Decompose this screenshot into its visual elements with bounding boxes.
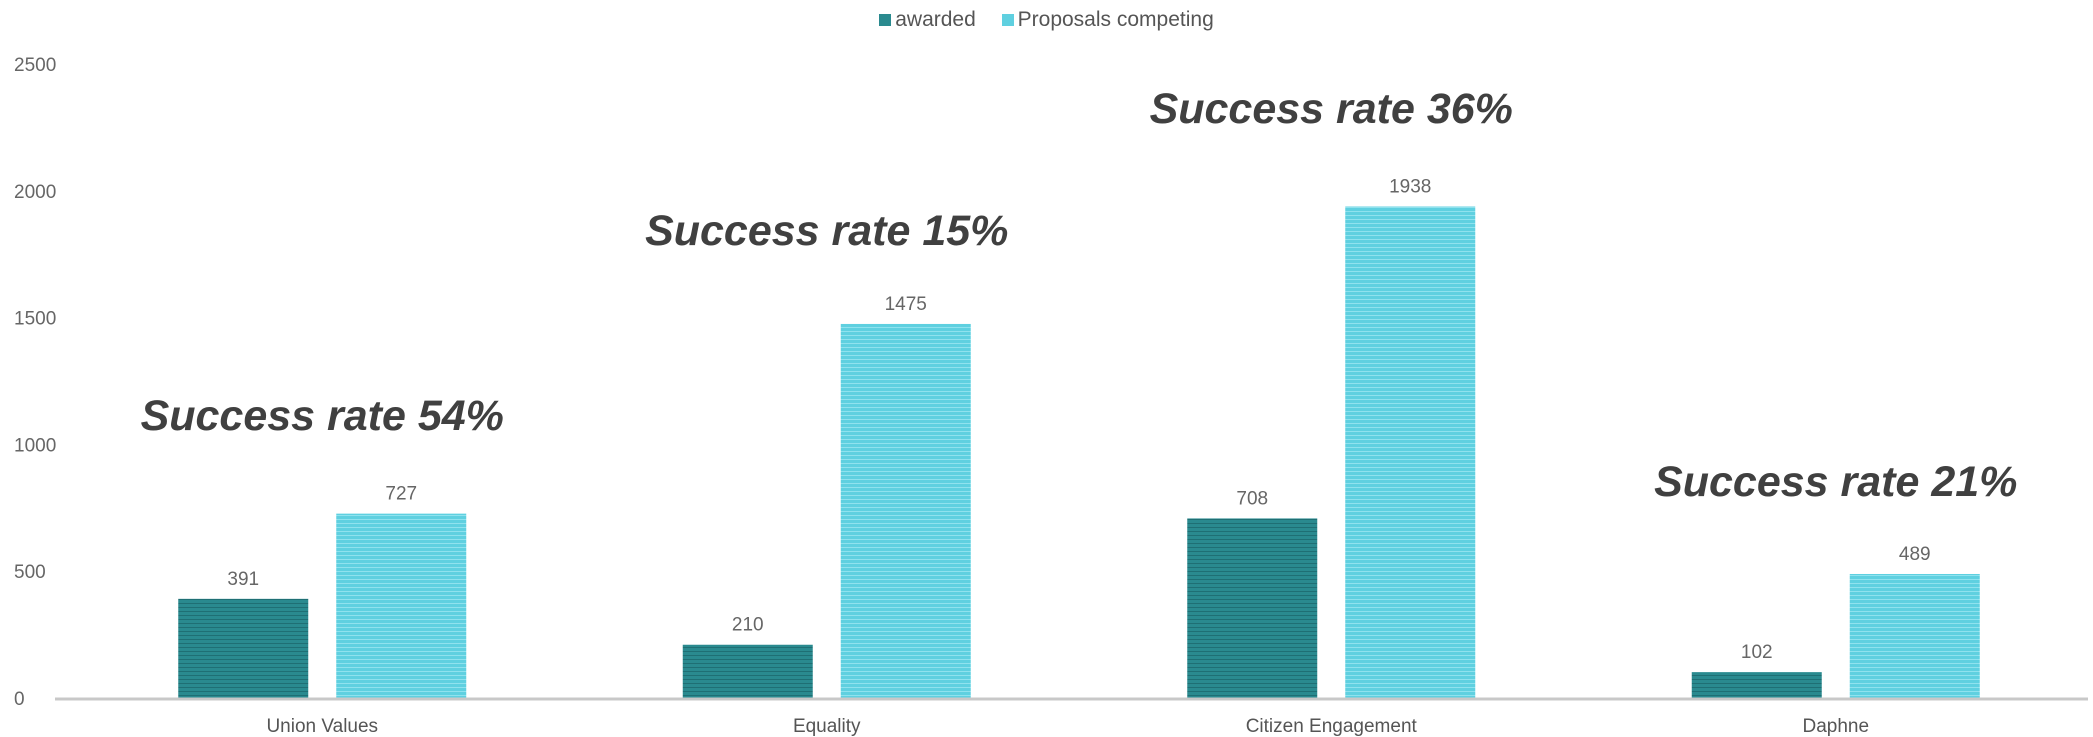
success-rate-annotation: Success rate 54% xyxy=(141,392,504,440)
data-label: 708 xyxy=(1236,488,1268,509)
bar-proposals xyxy=(1849,573,1980,698)
bar-proposals xyxy=(1345,206,1476,698)
legend-swatch-proposals xyxy=(1001,14,1014,27)
data-label: 1938 xyxy=(1389,177,1431,198)
data-label: 489 xyxy=(1899,544,1931,565)
success-rate-annotation: Success rate 36% xyxy=(1150,85,1513,133)
y-tick-label: 1500 xyxy=(14,309,56,330)
success-rate-annotation: Success rate 15% xyxy=(645,207,1008,255)
bar-awarded xyxy=(682,644,813,698)
legend-swatch-awarded xyxy=(879,14,892,27)
x-tick-label: Daphne xyxy=(1802,716,1869,737)
y-tick-label: 2000 xyxy=(14,182,56,203)
legend-item-proposals: Proposals competing xyxy=(1001,8,1214,32)
bars xyxy=(178,206,1980,698)
bar-awarded xyxy=(1691,672,1822,698)
bar-proposals xyxy=(840,323,971,698)
success-rate-annotation: Success rate 21% xyxy=(1654,458,2017,506)
x-axis: Union Values Equality Citizen Engagement Da… xyxy=(55,697,2088,737)
annotations: Success rate 54% Success rate 15% Success … xyxy=(141,85,2018,506)
data-label: 727 xyxy=(385,484,417,505)
data-labels: 391 727 210 1475 708 1938 102 489 xyxy=(227,177,1930,664)
legend-label-awarded: awarded xyxy=(895,8,976,31)
data-label: 102 xyxy=(1741,642,1773,663)
x-tick-label: Citizen Engagement xyxy=(1246,716,1418,737)
chart-legend: awarded Proposals competing xyxy=(0,8,2093,32)
y-tick-label: 2500 xyxy=(14,55,56,76)
bar-proposals xyxy=(336,513,467,698)
bar-awarded xyxy=(1187,518,1318,698)
y-axis: 0 500 1000 1500 2000 2500 xyxy=(14,55,56,710)
data-label: 391 xyxy=(227,569,259,590)
x-tick-label: Equality xyxy=(793,716,861,737)
legend-label-proposals: Proposals competing xyxy=(1017,8,1214,31)
y-tick-label: 500 xyxy=(14,562,46,583)
bar-awarded xyxy=(178,598,309,698)
y-tick-label: 1000 xyxy=(14,435,56,456)
y-tick-label: 0 xyxy=(14,689,25,710)
data-label: 1475 xyxy=(885,294,927,315)
x-tick-label: Union Values xyxy=(266,716,378,737)
legend-item-awarded: awarded xyxy=(879,8,976,32)
data-label: 210 xyxy=(732,615,764,636)
